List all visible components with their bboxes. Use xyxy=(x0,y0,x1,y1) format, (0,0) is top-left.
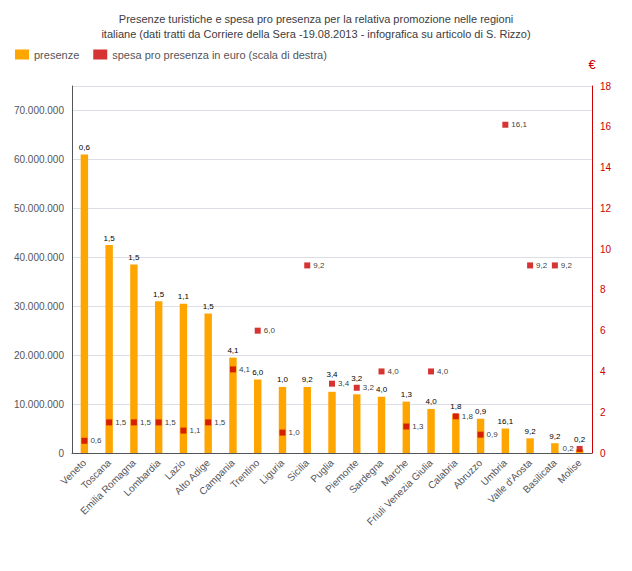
svg-text:1,8: 1,8 xyxy=(462,412,474,421)
svg-text:6,0: 6,0 xyxy=(264,326,276,335)
svg-text:spesa pro presenza in euro (sc: spesa pro presenza in euro (scala di des… xyxy=(112,49,327,61)
svg-text:1,5: 1,5 xyxy=(140,418,152,427)
svg-text:12: 12 xyxy=(600,203,612,214)
svg-text:1,5: 1,5 xyxy=(104,234,116,243)
svg-text:10.000.000: 10.000.000 xyxy=(14,399,64,410)
svg-text:Puglia: Puglia xyxy=(308,457,336,485)
svg-text:4,1: 4,1 xyxy=(227,346,239,355)
svg-text:Emilia Romagna: Emilia Romagna xyxy=(78,457,138,517)
svg-text:40.000.000: 40.000.000 xyxy=(14,252,64,263)
svg-text:4,0: 4,0 xyxy=(425,397,437,406)
svg-text:Piemonte: Piemonte xyxy=(323,457,361,495)
svg-text:9,2: 9,2 xyxy=(302,375,314,384)
svg-text:1,0: 1,0 xyxy=(288,428,300,437)
svg-text:18: 18 xyxy=(600,81,612,92)
svg-text:6,0: 6,0 xyxy=(252,368,264,377)
svg-text:€: € xyxy=(588,57,596,72)
svg-text:1,0: 1,0 xyxy=(277,375,289,384)
svg-text:0,9: 0,9 xyxy=(487,430,499,439)
svg-text:3,4: 3,4 xyxy=(338,379,350,388)
svg-text:1,5: 1,5 xyxy=(165,418,177,427)
svg-text:Marche: Marche xyxy=(378,457,411,489)
svg-text:1,5: 1,5 xyxy=(115,418,127,427)
svg-text:60.000.000: 60.000.000 xyxy=(14,154,64,165)
svg-text:0,2: 0,2 xyxy=(562,444,574,453)
svg-text:Basilicata: Basilicata xyxy=(521,457,559,495)
svg-text:4,0: 4,0 xyxy=(376,385,388,394)
svg-text:4,0: 4,0 xyxy=(388,367,400,376)
svg-text:Sicilia: Sicilia xyxy=(285,457,312,484)
svg-text:9,2: 9,2 xyxy=(313,261,325,270)
svg-text:Toscana: Toscana xyxy=(79,457,113,492)
svg-text:Alto Adige: Alto Adige xyxy=(172,457,213,497)
svg-text:3,2: 3,2 xyxy=(363,383,375,392)
svg-text:0: 0 xyxy=(600,448,606,459)
svg-text:1,3: 1,3 xyxy=(412,422,424,431)
svg-text:0: 0 xyxy=(58,448,64,459)
svg-text:Molise: Molise xyxy=(555,457,583,485)
svg-text:9,2: 9,2 xyxy=(561,261,573,270)
svg-text:1,3: 1,3 xyxy=(401,390,413,399)
svg-text:16: 16 xyxy=(600,121,612,132)
svg-text:9,2: 9,2 xyxy=(525,427,537,436)
svg-text:50.000.000: 50.000.000 xyxy=(14,203,64,214)
svg-text:20.000.000: 20.000.000 xyxy=(14,350,64,361)
svg-text:Presenze turistiche e spesa pr: Presenze turistiche e spesa pro presenza… xyxy=(119,13,513,25)
svg-text:Friuli Venezia Giulia: Friuli Venezia Giulia xyxy=(365,457,435,527)
svg-text:Lombardia: Lombardia xyxy=(121,457,162,498)
svg-text:italiane (dati tratti da Corri: italiane (dati tratti da Corriere della … xyxy=(101,28,530,40)
svg-text:30.000.000: 30.000.000 xyxy=(14,301,64,312)
svg-text:0,2: 0,2 xyxy=(574,435,586,444)
svg-text:3,4: 3,4 xyxy=(326,370,338,379)
svg-text:4,1: 4,1 xyxy=(239,365,251,374)
svg-text:1,5: 1,5 xyxy=(153,290,165,299)
svg-text:10: 10 xyxy=(600,244,612,255)
svg-text:9,2: 9,2 xyxy=(549,432,561,441)
svg-text:3,2: 3,2 xyxy=(351,374,363,383)
svg-text:0,9: 0,9 xyxy=(475,407,487,416)
svg-text:4,0: 4,0 xyxy=(437,367,449,376)
svg-text:1,5: 1,5 xyxy=(214,418,226,427)
svg-text:9,2: 9,2 xyxy=(536,261,548,270)
svg-text:4: 4 xyxy=(600,366,606,377)
svg-text:1,5: 1,5 xyxy=(128,253,140,262)
svg-text:Valle d'Aosta: Valle d'Aosta xyxy=(485,457,534,506)
svg-text:Abruzzo: Abruzzo xyxy=(451,457,485,491)
svg-text:16,1: 16,1 xyxy=(511,120,527,129)
svg-text:70.000.000: 70.000.000 xyxy=(14,105,64,116)
svg-text:6: 6 xyxy=(600,325,606,336)
svg-text:1,5: 1,5 xyxy=(203,302,215,311)
svg-text:16,1: 16,1 xyxy=(498,417,514,426)
svg-text:Umbria: Umbria xyxy=(478,457,510,488)
svg-text:1,1: 1,1 xyxy=(178,292,190,301)
svg-text:Lazio: Lazio xyxy=(162,457,188,482)
svg-text:0,6: 0,6 xyxy=(79,143,91,152)
svg-text:presenze: presenze xyxy=(34,49,79,61)
svg-text:0,6: 0,6 xyxy=(90,436,102,445)
svg-text:Calabria: Calabria xyxy=(425,457,460,492)
svg-text:1,1: 1,1 xyxy=(189,426,201,435)
svg-text:Liguria: Liguria xyxy=(257,457,286,486)
svg-text:Campania: Campania xyxy=(197,457,237,497)
svg-text:14: 14 xyxy=(600,162,612,173)
svg-text:2: 2 xyxy=(600,407,606,418)
svg-text:Veneto: Veneto xyxy=(58,457,89,487)
svg-text:Trentino: Trentino xyxy=(228,457,262,491)
svg-text:Sardegna: Sardegna xyxy=(347,457,386,496)
svg-text:1,8: 1,8 xyxy=(450,402,462,411)
svg-text:8: 8 xyxy=(600,284,606,295)
